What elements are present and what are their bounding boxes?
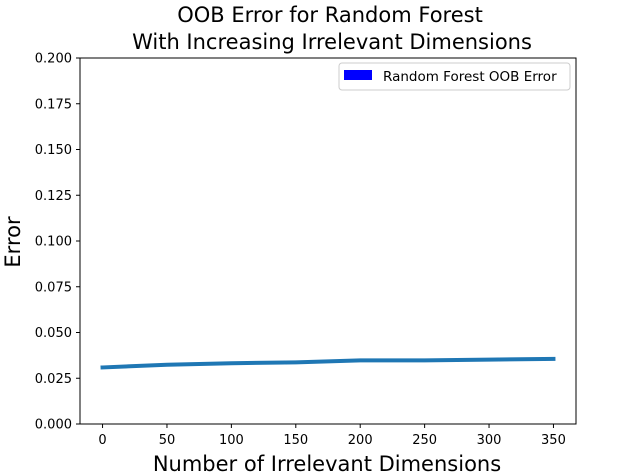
chart-title-line-2: With Increasing Irrelevant Dimensions bbox=[132, 30, 532, 54]
legend-label: Random Forest OOB Error bbox=[383, 69, 557, 85]
x-tick-label: 100 bbox=[219, 433, 244, 448]
x-tick-label: 300 bbox=[477, 433, 502, 448]
plot-frame bbox=[79, 57, 577, 425]
legend: Random Forest OOB Error bbox=[338, 62, 571, 91]
legend-box bbox=[338, 62, 571, 91]
y-tick-label: 0.175 bbox=[35, 97, 72, 112]
x-tick-label: 350 bbox=[541, 433, 566, 448]
y-axis-label: Error bbox=[1, 216, 25, 268]
y-tick-label: 0.200 bbox=[35, 52, 72, 67]
y-tick-label: 0.050 bbox=[35, 326, 72, 341]
x-tick-label: 0 bbox=[98, 433, 106, 448]
x-axis-label: Number of Irrelevant Dimensions bbox=[153, 452, 501, 476]
y-tick-label: 0.075 bbox=[35, 280, 72, 295]
legend-swatch bbox=[344, 70, 372, 80]
x-tick-label: 200 bbox=[348, 433, 373, 448]
y-axis-ticks: 0.000 0.025 0.050 0.075 0.100 0.125 0.150 0.175… bbox=[35, 52, 80, 433]
x-tick-label: 250 bbox=[412, 433, 437, 448]
y-tick-label: 0.150 bbox=[35, 143, 72, 158]
x-axis-ticks: 0 50 100 150 200 250 300 350 bbox=[98, 424, 566, 448]
series-line bbox=[100, 356, 556, 370]
chart-title-line-1: OOB Error for Random Forest bbox=[177, 3, 483, 27]
x-tick-label: 50 bbox=[159, 433, 176, 448]
x-tick-label: 150 bbox=[283, 433, 308, 448]
y-tick-label: 0.125 bbox=[35, 189, 72, 204]
series-layer bbox=[100, 356, 556, 370]
y-tick-label: 0.025 bbox=[35, 372, 72, 387]
y-tick-label: 0.100 bbox=[35, 235, 72, 250]
y-tick-label: 0.000 bbox=[35, 418, 72, 433]
